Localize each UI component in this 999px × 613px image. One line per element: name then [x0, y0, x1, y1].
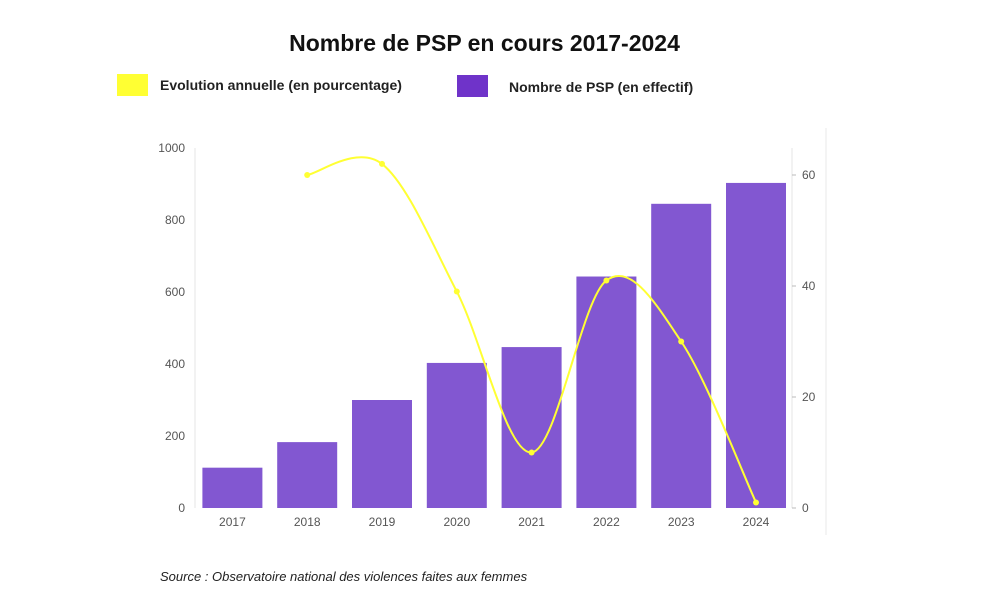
x-tick-label-2018: 2018: [294, 515, 321, 529]
legend-swatch-psp: [457, 75, 488, 97]
x-tick-label-2020: 2020: [443, 515, 470, 529]
bar-2017: [202, 467, 263, 508]
bar-2023: [651, 203, 712, 509]
evolution-point-2021: [528, 449, 535, 456]
x-tick-label-2017: 2017: [219, 515, 246, 529]
legend-item-psp: Nombre de PSP (en effectif): [457, 75, 693, 97]
legend-item-evolution: Evolution annuelle (en pourcentage): [117, 74, 402, 96]
y-right-tick-label: 60: [802, 168, 816, 182]
y-right-tick-label: 0: [802, 501, 809, 515]
legend-swatch-evolution: [117, 74, 148, 96]
x-tick-label-2021: 2021: [518, 515, 545, 529]
bar-2021: [501, 347, 562, 508]
x-tick-label-2022: 2022: [593, 515, 620, 529]
y-left-tick-label: 800: [165, 213, 185, 227]
evolution-point-2020: [453, 288, 460, 295]
source-note: Source : Observatoire national des viole…: [160, 569, 528, 584]
legend-label-evolution: Evolution annuelle (en pourcentage): [160, 77, 402, 93]
evolution-point-2019: [379, 160, 385, 167]
bar-2020: [426, 362, 487, 508]
y-right-tick-label: 20: [802, 390, 816, 404]
x-tick-label-2024: 2024: [743, 515, 770, 529]
chart-title: Nombre de PSP en cours 2017-2024: [289, 30, 680, 56]
y-left-tick-label: 400: [165, 357, 185, 371]
bar-2019: [352, 400, 412, 508]
bar-2022: [576, 276, 637, 508]
bar-2024: [726, 182, 786, 509]
legend-label-psp: Nombre de PSP (en effectif): [509, 79, 694, 95]
bar-2018: [277, 442, 338, 508]
y-left-tick-label: 600: [165, 285, 185, 299]
x-tick-label-2023: 2023: [668, 515, 695, 529]
evolution-point-2023: [678, 338, 685, 345]
y-left-tick-label: 0: [178, 501, 185, 515]
evolution-point-2018: [304, 172, 311, 178]
y-right-tick-label: 40: [802, 279, 816, 293]
x-tick-label-2019: 2019: [369, 515, 396, 529]
y-left-tick-label: 1000: [158, 141, 185, 155]
evolution-point-2024: [753, 499, 759, 506]
y-left-tick-label: 200: [165, 429, 185, 443]
evolution-point-2022: [603, 277, 610, 284]
